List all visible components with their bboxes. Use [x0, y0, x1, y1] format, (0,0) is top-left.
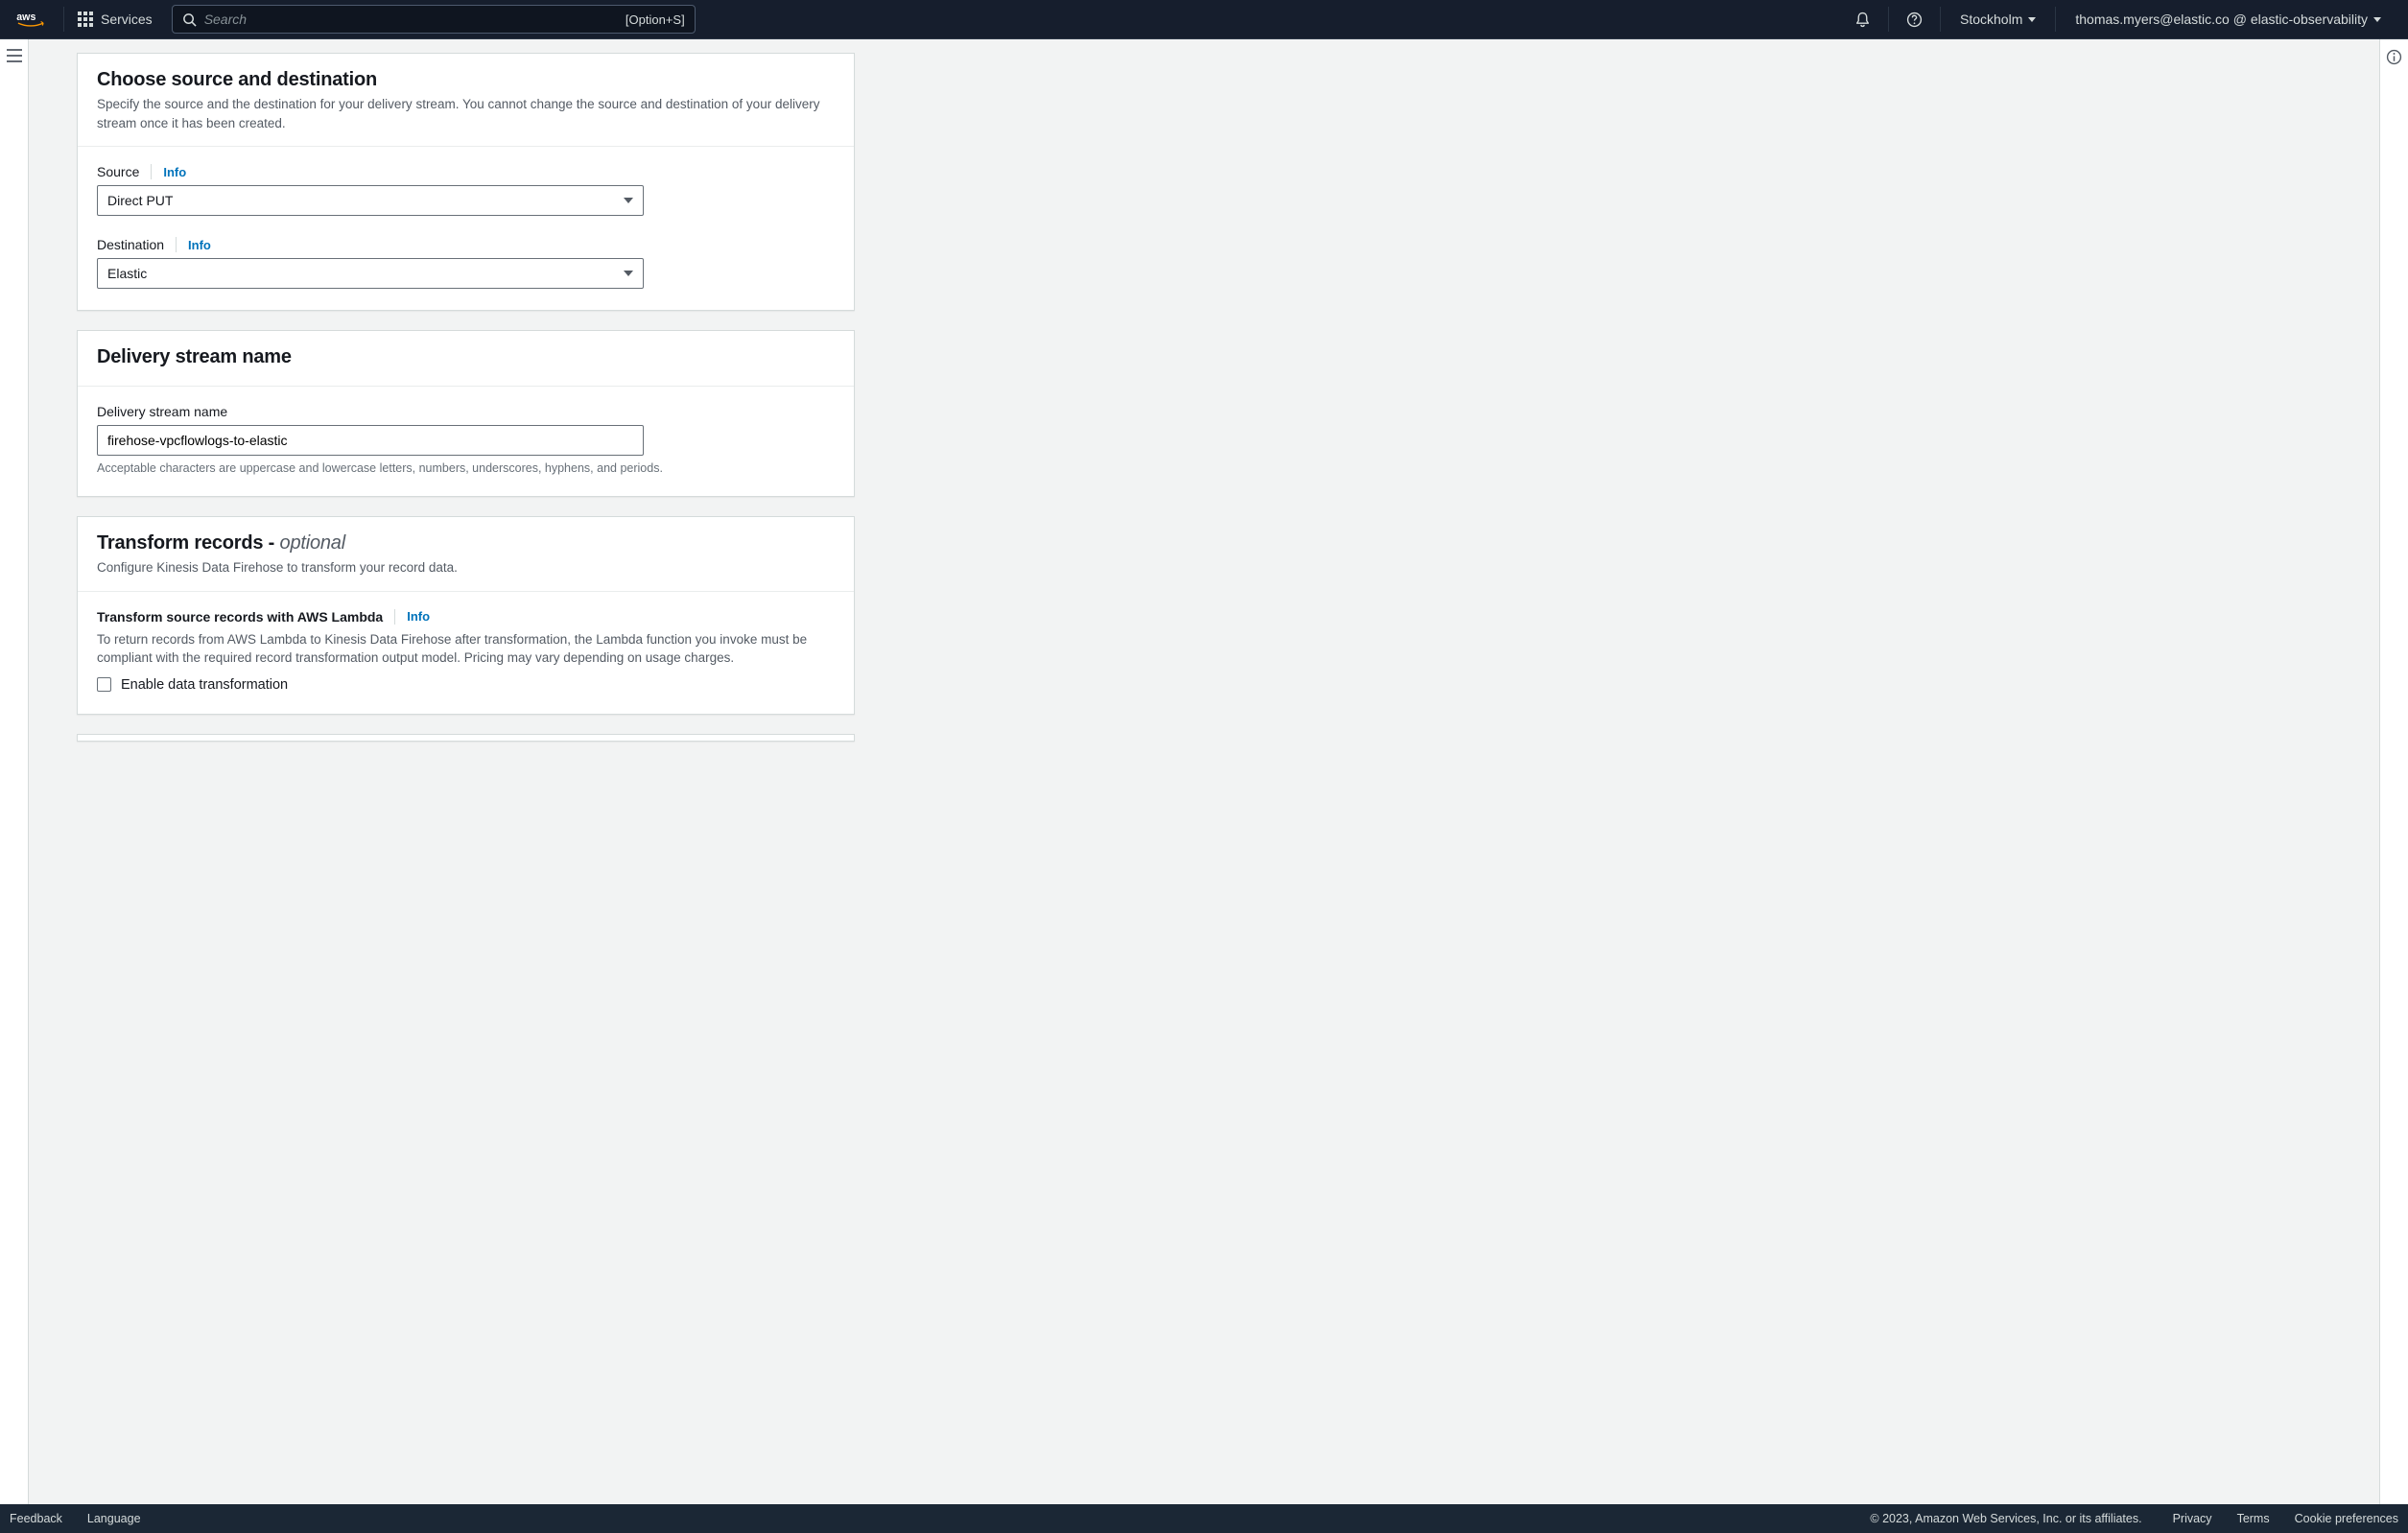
field-label-row: Source Info	[97, 164, 835, 179]
page-wrap: Choose source and destination Specify th…	[0, 39, 2408, 1504]
panel-next-cutoff	[77, 734, 855, 742]
transform-subsection-label: Transform source records with AWS Lambda	[97, 609, 383, 625]
region-label: Stockholm	[1960, 12, 2022, 27]
label-divider	[394, 609, 395, 625]
panel-subtitle: Configure Kinesis Data Firehose to trans…	[97, 558, 835, 578]
destination-select[interactable]: Elastic	[97, 258, 644, 289]
panel-subtitle: Specify the source and the destination f…	[97, 95, 835, 132]
left-rail	[0, 39, 29, 1504]
footer-feedback[interactable]: Feedback	[10, 1512, 62, 1525]
destination-label: Destination	[97, 237, 164, 252]
panel-body: Transform source records with AWS Lambda…	[78, 592, 854, 714]
nav-right: Stockholm thomas.myers@elastic.co @ elas…	[1841, 0, 2396, 39]
panel-body: Source Info Direct PUT Destination Info	[78, 147, 854, 310]
panel-header: Delivery stream name	[78, 331, 854, 387]
panel-title: Transform records - optional	[97, 532, 835, 554]
nav-divider	[63, 7, 64, 32]
footer-bar: Feedback Language © 2023, Amazon Web Ser…	[0, 1504, 2408, 1533]
panel-title: Delivery stream name	[97, 346, 835, 368]
panel-stream-name: Delivery stream name Delivery stream nam…	[77, 330, 855, 497]
stream-name-label: Delivery stream name	[97, 404, 227, 419]
help-icon	[1906, 12, 1923, 28]
source-value: Direct PUT	[107, 193, 173, 208]
panel-transform: Transform records - optional Configure K…	[77, 516, 855, 715]
services-label: Services	[101, 12, 153, 27]
hamburger-icon[interactable]	[7, 49, 22, 1504]
footer-terms[interactable]: Terms	[2237, 1512, 2270, 1525]
nav-divider	[1940, 7, 1941, 32]
info-link[interactable]: Info	[188, 238, 211, 252]
panel-source-destination: Choose source and destination Specify th…	[77, 53, 855, 311]
enable-transform-label: Enable data transformation	[121, 677, 288, 693]
stream-name-hint: Acceptable characters are uppercase and …	[97, 461, 835, 475]
info-link[interactable]: Info	[163, 165, 186, 179]
nav-left: aws Services [Option+S]	[12, 5, 696, 34]
field-source: Source Info Direct PUT	[97, 164, 835, 216]
footer-privacy[interactable]: Privacy	[2173, 1512, 2212, 1525]
chevron-down-icon	[624, 271, 633, 276]
footer-language[interactable]: Language	[87, 1512, 141, 1525]
search-icon	[182, 12, 197, 27]
grid-icon	[78, 12, 93, 27]
label-divider	[176, 237, 177, 252]
main-content: Choose source and destination Specify th…	[29, 39, 2379, 1504]
account-selector[interactable]: thomas.myers@elastic.co @ elastic-observ…	[2060, 12, 2396, 27]
field-label-row: Transform source records with AWS Lambda…	[97, 609, 835, 625]
aws-logo[interactable]: aws	[12, 11, 59, 28]
destination-value: Elastic	[107, 266, 147, 281]
notifications-button[interactable]	[1841, 0, 1884, 39]
info-link[interactable]: Info	[407, 609, 430, 624]
search-shortcut: [Option+S]	[626, 12, 685, 27]
panel-body: Delivery stream name Acceptable characte…	[78, 387, 854, 496]
stream-name-input[interactable]	[97, 425, 644, 456]
svg-text:aws: aws	[16, 12, 35, 23]
nav-divider	[1888, 7, 1889, 32]
right-rail	[2379, 39, 2408, 1504]
source-label: Source	[97, 164, 139, 179]
account-label: thomas.myers@elastic.co @ elastic-observ…	[2075, 12, 2368, 27]
enable-transform-checkbox[interactable]	[97, 677, 111, 692]
field-destination: Destination Info Elastic	[97, 237, 835, 289]
footer-cookies[interactable]: Cookie preferences	[2295, 1512, 2398, 1525]
transform-desc: To return records from AWS Lambda to Kin…	[97, 630, 835, 668]
footer-left: Feedback Language	[10, 1512, 141, 1525]
top-nav: aws Services [Option+S]	[0, 0, 2408, 39]
transform-title-optional: optional	[280, 532, 345, 554]
field-label-row: Delivery stream name	[97, 404, 835, 419]
footer-copyright: © 2023, Amazon Web Services, Inc. or its…	[1870, 1512, 2141, 1525]
checkbox-row: Enable data transformation	[97, 677, 835, 693]
bell-icon	[1854, 12, 1871, 28]
info-circle-icon[interactable]	[2386, 49, 2402, 1504]
transform-title-prefix: Transform records -	[97, 532, 280, 554]
field-label-row: Destination Info	[97, 237, 835, 252]
chevron-down-icon	[2373, 17, 2381, 22]
nav-divider	[2055, 7, 2056, 32]
services-button[interactable]: Services	[68, 12, 162, 27]
help-button[interactable]	[1893, 0, 1936, 39]
panel-header: Transform records - optional Configure K…	[78, 517, 854, 592]
search-wrap: [Option+S]	[172, 5, 696, 34]
label-divider	[151, 164, 152, 179]
source-select[interactable]: Direct PUT	[97, 185, 644, 216]
search-input[interactable]	[204, 12, 626, 27]
field-stream-name: Delivery stream name Acceptable characte…	[97, 404, 835, 475]
chevron-down-icon	[624, 198, 633, 203]
search-box[interactable]: [Option+S]	[172, 5, 696, 34]
panel-header: Choose source and destination Specify th…	[78, 54, 854, 147]
region-selector[interactable]: Stockholm	[1945, 12, 2051, 27]
panel-title: Choose source and destination	[97, 69, 835, 91]
footer-right: © 2023, Amazon Web Services, Inc. or its…	[1870, 1512, 2398, 1525]
chevron-down-icon	[2028, 17, 2036, 22]
